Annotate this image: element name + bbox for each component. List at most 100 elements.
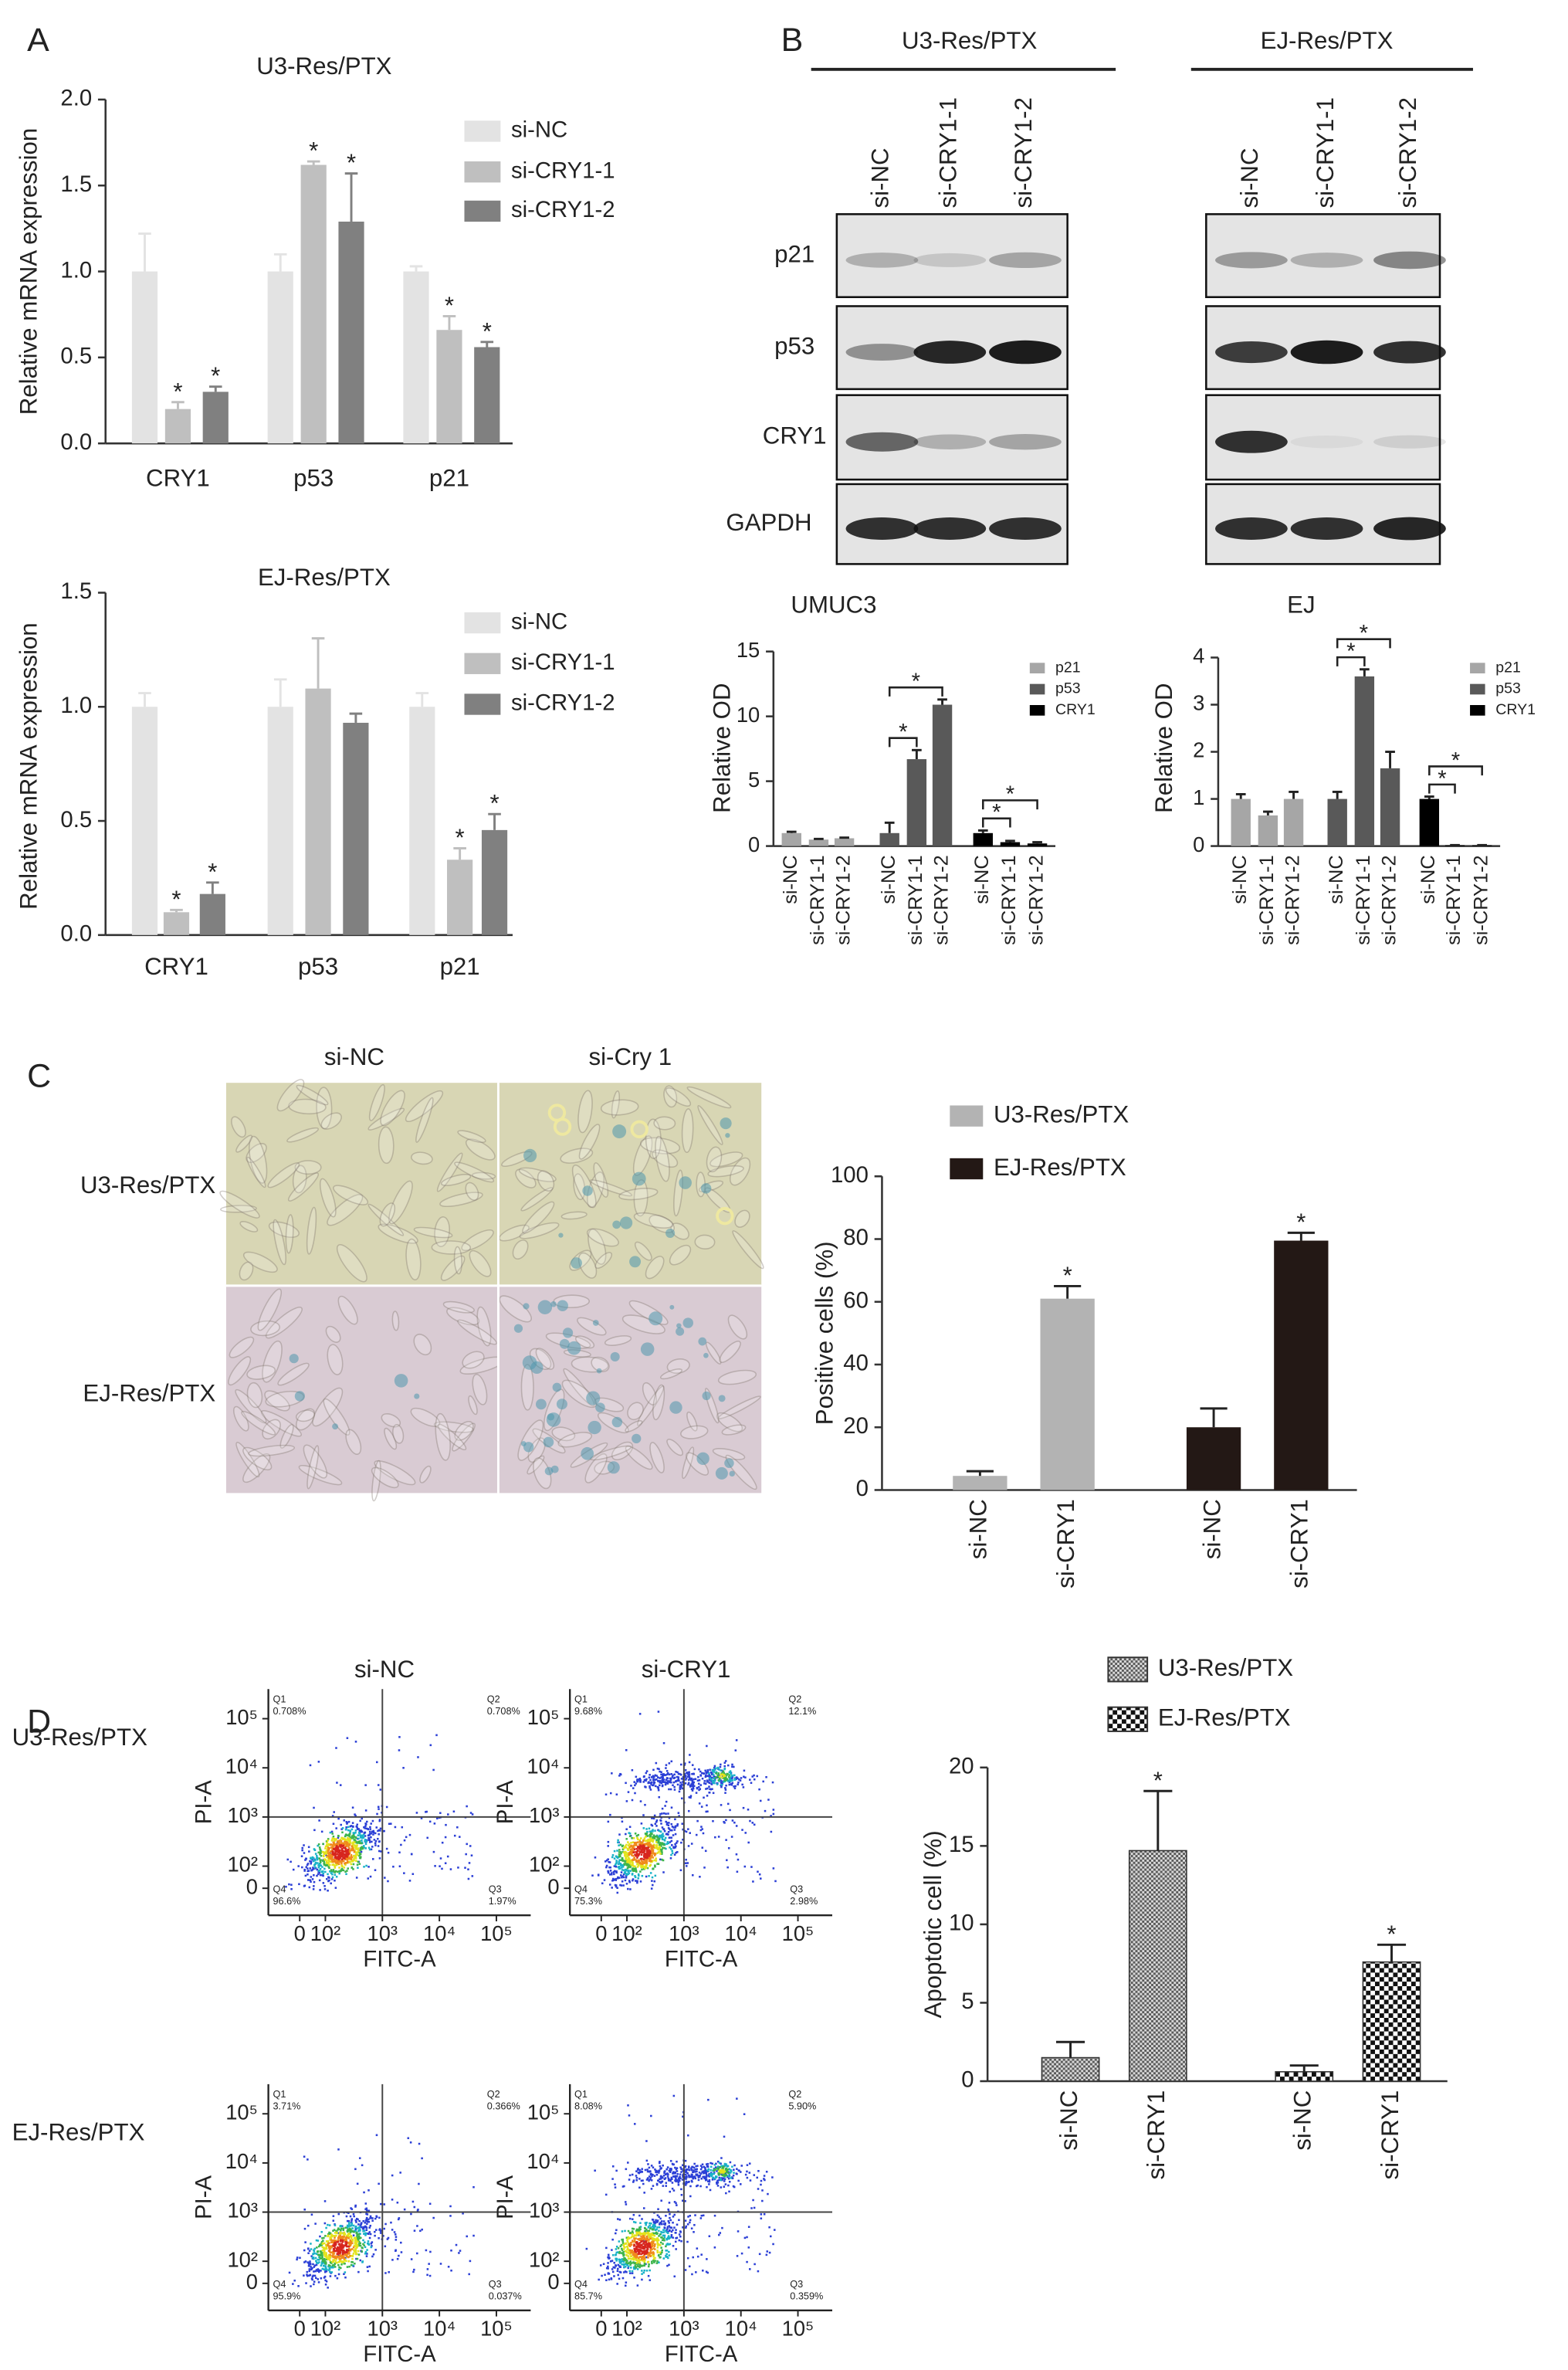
- event-dot: [654, 1864, 656, 1867]
- stained-cell: [332, 1423, 339, 1430]
- event-dot: [722, 1773, 724, 1776]
- event-dot: [364, 1838, 367, 1841]
- event-dot: [658, 2161, 661, 2165]
- event-dot: [366, 2213, 369, 2216]
- event-dot: [670, 1836, 672, 1839]
- event-dot: [301, 1849, 303, 1852]
- event-dot: [674, 2166, 676, 2169]
- event-dot: [720, 1769, 722, 1772]
- bar: [1000, 842, 1021, 846]
- event-dot: [654, 1874, 657, 1877]
- quadrant-percent: 75.3%: [574, 1896, 602, 1907]
- event-dot: [328, 2267, 331, 2270]
- legend-label: U3-Res/PTX: [1158, 1654, 1293, 1681]
- event-dot: [452, 1810, 455, 1813]
- event-dot: [660, 2176, 663, 2178]
- event-dot: [335, 1858, 338, 1861]
- event-dot: [632, 2179, 635, 2182]
- event-dot: [675, 2237, 677, 2239]
- event-dot: [625, 1828, 628, 1830]
- event-dot: [349, 2235, 352, 2238]
- event-dot: [667, 1830, 670, 1833]
- event-dot: [720, 2173, 723, 2175]
- event-dot: [344, 1855, 347, 1857]
- event-dot: [350, 1849, 353, 1852]
- event-dot: [327, 2223, 329, 2226]
- event-dot: [727, 2177, 730, 2180]
- event-dot: [318, 1870, 321, 1872]
- event-dot: [315, 2260, 317, 2262]
- y-tick-label: 10⁴: [225, 1754, 258, 1778]
- event-dot: [628, 1832, 632, 1835]
- event-dot: [357, 1867, 359, 1869]
- event-dot: [339, 2225, 342, 2228]
- event-dot: [352, 1832, 355, 1834]
- event-dot: [360, 1842, 363, 1845]
- event-dot: [621, 1857, 624, 1860]
- event-dot: [379, 2232, 382, 2234]
- event-dot: [639, 1863, 642, 1867]
- event-dot: [670, 2236, 673, 2238]
- event-dot: [759, 1877, 762, 1880]
- event-dot: [312, 1888, 315, 1890]
- event-dot: [664, 2223, 666, 2226]
- event-dot: [656, 2239, 659, 2242]
- event-dot: [432, 1768, 435, 1772]
- event-dot: [357, 1850, 360, 1853]
- event-dot: [668, 1788, 670, 1791]
- event-dot: [631, 1852, 634, 1854]
- event-dot: [367, 2210, 370, 2212]
- event-dot: [635, 2258, 638, 2261]
- event-dot: [330, 2237, 333, 2240]
- event-dot: [706, 1744, 708, 1748]
- event-dot: [358, 2157, 361, 2159]
- event-dot: [327, 2245, 330, 2247]
- event-dot: [620, 1867, 623, 1869]
- event-dot: [376, 1812, 378, 1816]
- event-dot: [624, 2229, 626, 2233]
- event-dot: [620, 1884, 623, 1887]
- event-dot: [724, 1760, 727, 1762]
- event-dot: [335, 1863, 337, 1866]
- event-dot: [591, 1874, 594, 1877]
- event-dot: [366, 2253, 368, 2255]
- blot-band: [1373, 251, 1446, 270]
- event-dot: [319, 1889, 321, 1891]
- event-dot: [673, 1773, 676, 1776]
- event-dot: [333, 2263, 335, 2267]
- event-dot: [705, 1771, 707, 1774]
- event-dot: [378, 1850, 381, 1853]
- event-dot: [679, 1785, 682, 1789]
- event-dot: [318, 1879, 321, 1882]
- event-dot: [667, 1842, 670, 1845]
- legend-label: si-NC: [511, 609, 567, 634]
- event-dot: [370, 1822, 372, 1825]
- event-dot: [357, 2226, 361, 2229]
- x-tick-label: 10⁴: [423, 2316, 455, 2340]
- significance-label: *: [899, 720, 907, 745]
- cell-outline: [268, 1221, 300, 1238]
- cell-outline: [659, 1368, 682, 1380]
- event-dot: [604, 1860, 607, 1863]
- event-dot: [341, 1831, 344, 1834]
- vacuole: [716, 1206, 734, 1226]
- error-bar: [171, 401, 185, 409]
- event-dot: [462, 2212, 464, 2215]
- event-dot: [619, 1855, 621, 1858]
- event-dot: [659, 1842, 662, 1844]
- event-dot: [687, 1828, 689, 1830]
- event-dot: [662, 1859, 665, 1862]
- event-dot: [324, 1858, 327, 1861]
- event-dot: [626, 2263, 629, 2266]
- event-dot: [659, 2181, 661, 2183]
- event-dot: [660, 2223, 663, 2226]
- event-dot: [748, 2172, 751, 2174]
- event-dot: [624, 1879, 627, 1882]
- event-dot: [348, 1847, 351, 1850]
- event-dot: [708, 2172, 710, 2175]
- quadrant-label: Q2: [487, 1694, 500, 1704]
- event-dot: [669, 2216, 671, 2219]
- event-dot: [638, 1859, 641, 1862]
- event-dot: [327, 2239, 330, 2243]
- error-bar: [937, 698, 947, 705]
